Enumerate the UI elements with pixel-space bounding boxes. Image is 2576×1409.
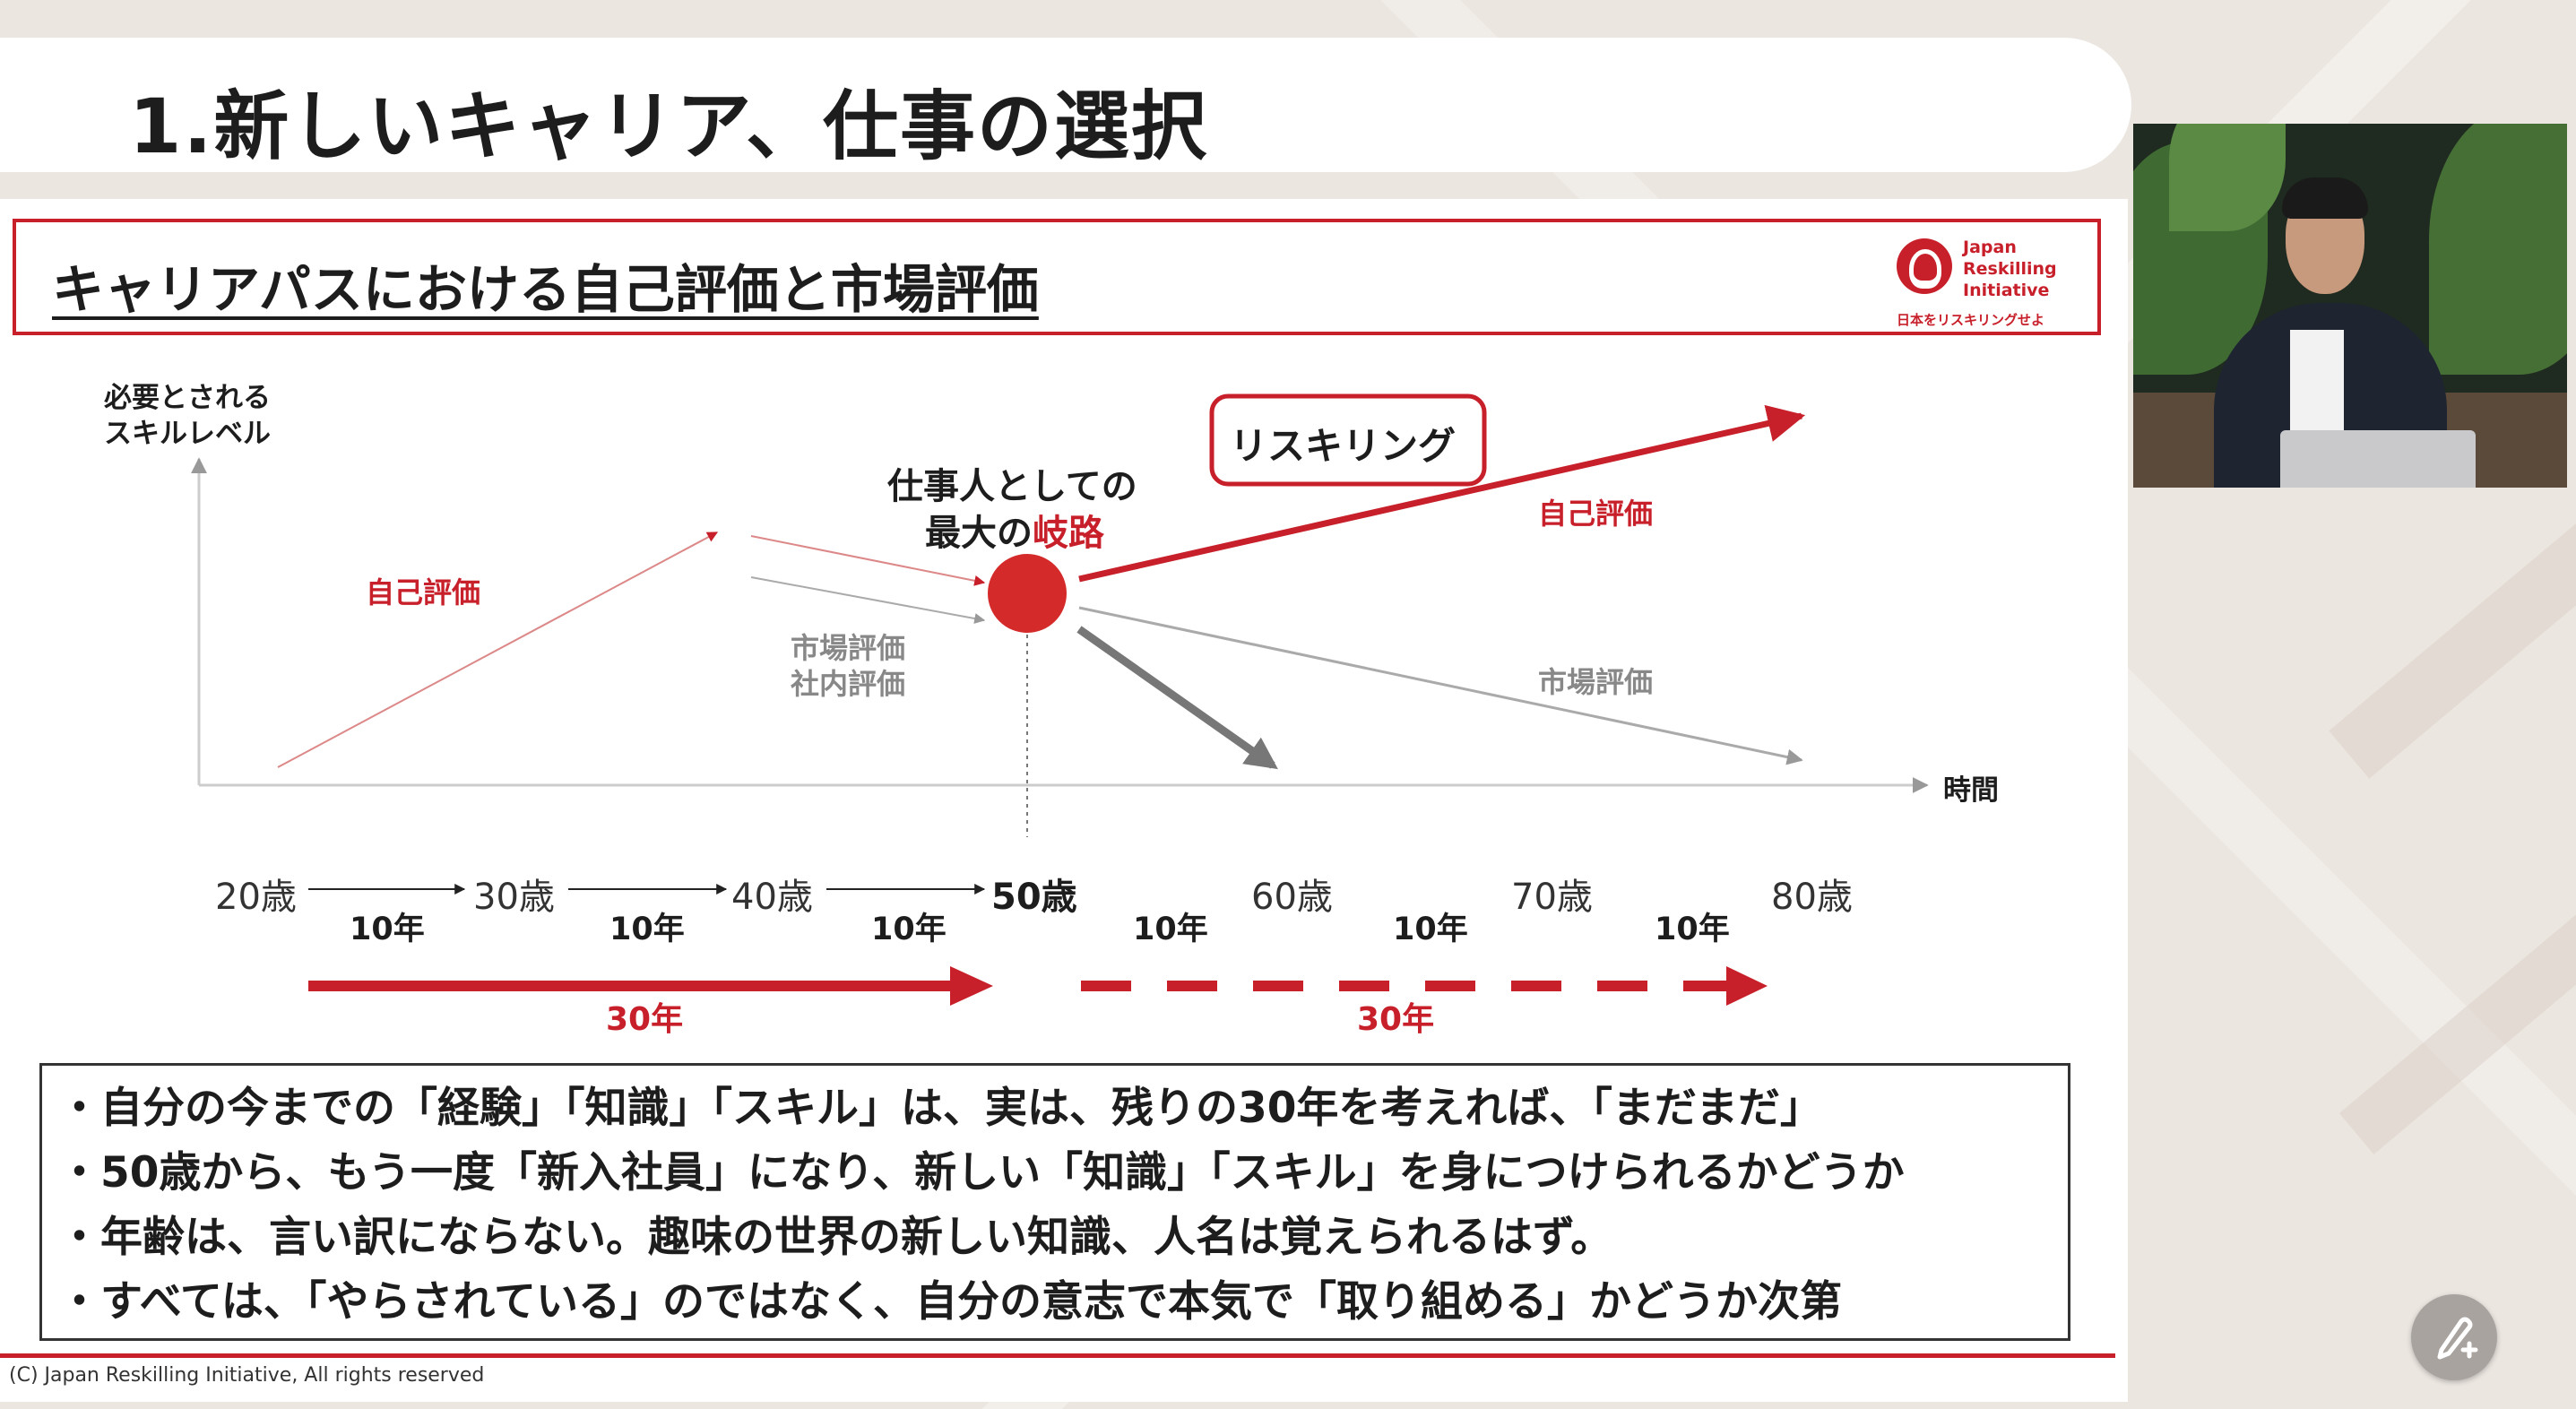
bullet-item: ・年齢は、言い訳にならない。趣味の世界の新しい知識、人名は覚えられるはず。 (58, 1213, 1613, 1262)
market-eval-approach-line (750, 576, 986, 624)
logo-tagline: 日本をリスキリングせよ (1897, 312, 2045, 328)
plant-decoration (2429, 124, 2567, 375)
copyright-footer: (C) Japan Reskilling Initiative, All rig… (9, 1364, 485, 1387)
self-eval-approach-line (750, 535, 986, 586)
self-eval-left-label: 自己評価 (366, 575, 481, 609)
first-30-years-arrowhead (950, 966, 993, 1006)
interval-label: 10年 (871, 912, 947, 947)
age-label-30: 30歳 (473, 877, 555, 918)
crossroad-label-highlight: 岐路 (1033, 513, 1104, 554)
logo-name: Japan Reskilling Initiative (1963, 238, 2057, 300)
age-label-40: 40歳 (731, 877, 813, 918)
bullet-box: ・自分の今までの「経験」「知識」「スキル」は、実は、残りの30年を考えれば、「ま… (39, 1063, 2070, 1341)
bullet-item: ・50歳から、もう一度「新入社員」になり、新しい「知識」「スキル」を身につけられ… (58, 1148, 1905, 1197)
interval-label: 10年 (1133, 912, 1208, 947)
internal-eval-left-label: 社内評価 (791, 667, 906, 701)
age-label-60: 60歳 (1251, 877, 1333, 918)
presenter-video[interactable] (2133, 124, 2567, 488)
market-eval-decline-line (1078, 606, 1803, 765)
crossroad-circle (988, 554, 1067, 633)
presenter-hair (2282, 177, 2368, 219)
span-label-first: 30年 (606, 1001, 684, 1038)
market-eval-right-label: 市場評価 (1538, 665, 1654, 699)
career-diagram (191, 393, 1929, 1006)
laptop (2280, 430, 2476, 488)
reskilling-path-line (1078, 404, 1806, 583)
interval-label: 10年 (1393, 912, 1468, 947)
footer-divider (0, 1353, 2115, 1358)
y-axis-label-2: スキルレベル (104, 418, 271, 450)
crossroad-label-1: 仕事人としての (887, 466, 1137, 507)
annotate-button[interactable] (2411, 1294, 2497, 1380)
reskilling-label: リスキリング (1230, 424, 1457, 468)
bullet-item: ・自分の今までの「経験」「知識」「スキル」は、実は、残りの30年を考えれば、「ま… (58, 1084, 1822, 1133)
lightbulb-icon (1897, 238, 1952, 294)
steep-decline-arrow (1076, 626, 1278, 770)
plant-decoration (2169, 124, 2286, 231)
crossroad-label-2: 最大の岐路 (925, 504, 1104, 556)
age-label-80: 80歳 (1771, 877, 1853, 918)
reskilling-box (1209, 393, 1487, 487)
self-eval-rise-line (277, 532, 719, 768)
slide-heading: キャリアパスにおける自己評価と市場評価 (52, 259, 1039, 320)
market-eval-left-label: 市場評価 (791, 631, 906, 665)
self-eval-right-label: 自己評価 (1538, 497, 1654, 531)
slide: キャリアパスにおける自己評価と市場評価 Japan Reskilling Ini… (0, 199, 2128, 1402)
title-banner (0, 38, 2131, 172)
y-axis-label-1: 必要とされる (104, 382, 271, 414)
x-axis-label: 時間 (1943, 774, 1999, 807)
slide-header: キャリアパスにおける自己評価と市場評価 Japan Reskilling Ini… (13, 219, 2101, 335)
age-label-50: 50歳 (991, 877, 1077, 918)
second-30-years-arrowhead (1726, 966, 1768, 1006)
interval-label: 10年 (609, 912, 685, 947)
jri-logo: Japan Reskilling Initiative 日本をリスキリングせよ (1897, 231, 2085, 330)
interval-label: 10年 (1655, 912, 1730, 947)
age-label-70: 70歳 (1511, 877, 1593, 918)
page-title: 1.新しいキャリア、仕事の選択 (129, 82, 1208, 170)
span-label-second: 30年 (1357, 1001, 1435, 1038)
age-label-20: 20歳 (215, 877, 297, 918)
bullet-item: ・すべては、「やらされている」のではなく、自分の意志で本気で「取り組める」かどう… (58, 1277, 1842, 1327)
crossroad-label-prefix: 最大の (925, 513, 1033, 554)
interval-label: 10年 (350, 912, 425, 947)
pen-plus-icon (2437, 1317, 2478, 1360)
